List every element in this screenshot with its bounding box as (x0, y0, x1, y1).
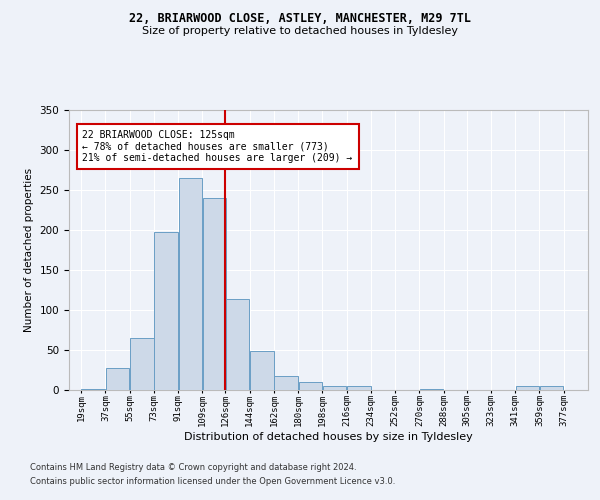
Text: Size of property relative to detached houses in Tyldesley: Size of property relative to detached ho… (142, 26, 458, 36)
Text: Distribution of detached houses by size in Tyldesley: Distribution of detached houses by size … (184, 432, 473, 442)
Text: 22, BRIARWOOD CLOSE, ASTLEY, MANCHESTER, M29 7TL: 22, BRIARWOOD CLOSE, ASTLEY, MANCHESTER,… (129, 12, 471, 26)
Bar (82, 389, 105, 390)
Text: Contains public sector information licensed under the Open Government Licence v3: Contains public sector information licen… (30, 477, 395, 486)
Bar (299, 382, 322, 390)
Bar (347, 386, 371, 390)
Text: 22 BRIARWOOD CLOSE: 125sqm
← 78% of detached houses are smaller (773)
21% of sem: 22 BRIARWOOD CLOSE: 125sqm ← 78% of deta… (82, 130, 353, 163)
Bar (106, 368, 130, 390)
Bar (274, 376, 298, 390)
Bar (130, 338, 154, 390)
Text: Contains HM Land Registry data © Crown copyright and database right 2024.: Contains HM Land Registry data © Crown c… (30, 464, 356, 472)
Bar (250, 351, 274, 390)
Bar (420, 389, 443, 390)
Bar (154, 232, 178, 390)
Bar (226, 299, 250, 390)
Bar (203, 198, 226, 390)
Bar (179, 178, 202, 390)
Y-axis label: Number of detached properties: Number of detached properties (24, 168, 34, 332)
Bar (540, 386, 563, 390)
Bar (323, 386, 346, 390)
Bar (515, 386, 539, 390)
